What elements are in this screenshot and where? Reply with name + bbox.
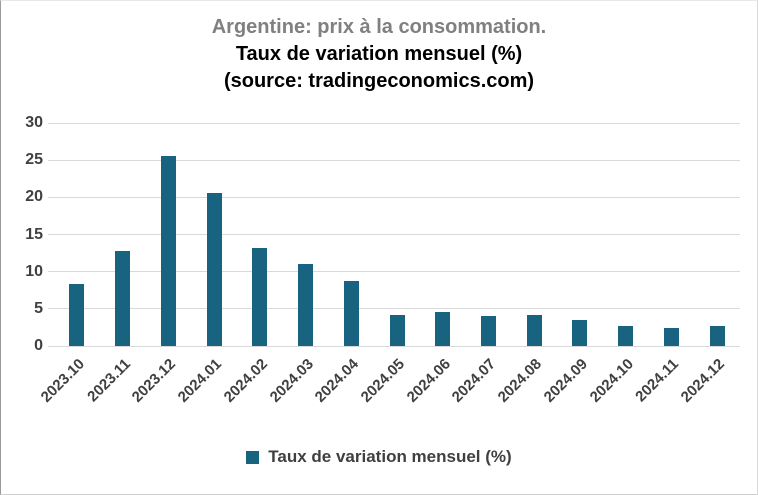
- x-tick-label: 2023.12: [128, 355, 180, 406]
- x-tick-label: 2024.02: [220, 355, 271, 406]
- x-tick-label: 2024.04: [311, 355, 363, 406]
- y-tick-label: 10: [25, 262, 43, 280]
- chart-title-line2: Taux de variation mensuel (%): [235, 43, 523, 65]
- gridline: [48, 196, 740, 198]
- y-tick-label: 20: [25, 188, 43, 206]
- bar-2024.07: [480, 316, 496, 346]
- x-tick-label: 2024.12: [677, 355, 729, 406]
- chart-title-line3: (source: tradingeconomics.com): [223, 70, 535, 92]
- bar-2024.01: [206, 192, 222, 346]
- y-tick-label: 5: [34, 299, 43, 317]
- x-tick-label: 2024.01: [174, 355, 226, 406]
- legend: Taux de variation mensuel (%): [1, 447, 757, 467]
- x-tick-label: 2024.11: [632, 355, 683, 406]
- bar-2024.08: [526, 314, 542, 346]
- x-tick-label: 2024.07: [449, 355, 500, 406]
- bar-2023.11: [115, 250, 131, 346]
- x-tick-label: 2024.09: [540, 355, 591, 406]
- legend-label: Taux de variation mensuel (%): [268, 447, 512, 466]
- chart-title-block: Argentine: prix à la consommation. Taux …: [1, 14, 757, 95]
- y-tick-label: 15: [25, 225, 43, 243]
- gridline: [48, 271, 740, 273]
- bar-2024.04: [343, 280, 359, 346]
- bar-2024.10: [618, 325, 634, 346]
- bar-2023.10: [69, 284, 85, 346]
- legend-swatch: [246, 450, 260, 464]
- chart-title-line1: Argentine: prix à la consommation.: [211, 16, 547, 38]
- gridline: [48, 234, 740, 235]
- y-tick-label: 25: [25, 151, 43, 169]
- bar-2023.12: [160, 156, 176, 346]
- x-tick-label: 2024.03: [266, 355, 317, 406]
- bar-2024.05: [389, 314, 405, 346]
- bar-2024.03: [298, 264, 314, 346]
- bar-2024.06: [435, 311, 451, 346]
- y-tick-label: 30: [25, 114, 43, 131]
- gridline: [48, 159, 740, 161]
- gridline: [48, 122, 740, 124]
- bar-2024.11: [663, 328, 679, 346]
- gridline: [48, 308, 740, 310]
- bar-2024.02: [252, 247, 268, 346]
- bar-2024.12: [709, 325, 725, 346]
- y-tick-label: 0: [34, 337, 43, 354]
- x-tick-label: 2024.05: [357, 355, 409, 406]
- bar-2024.09: [572, 319, 588, 346]
- gridline: [48, 345, 740, 347]
- x-tick-label: 2024.08: [494, 355, 546, 406]
- plot-area: [48, 122, 740, 347]
